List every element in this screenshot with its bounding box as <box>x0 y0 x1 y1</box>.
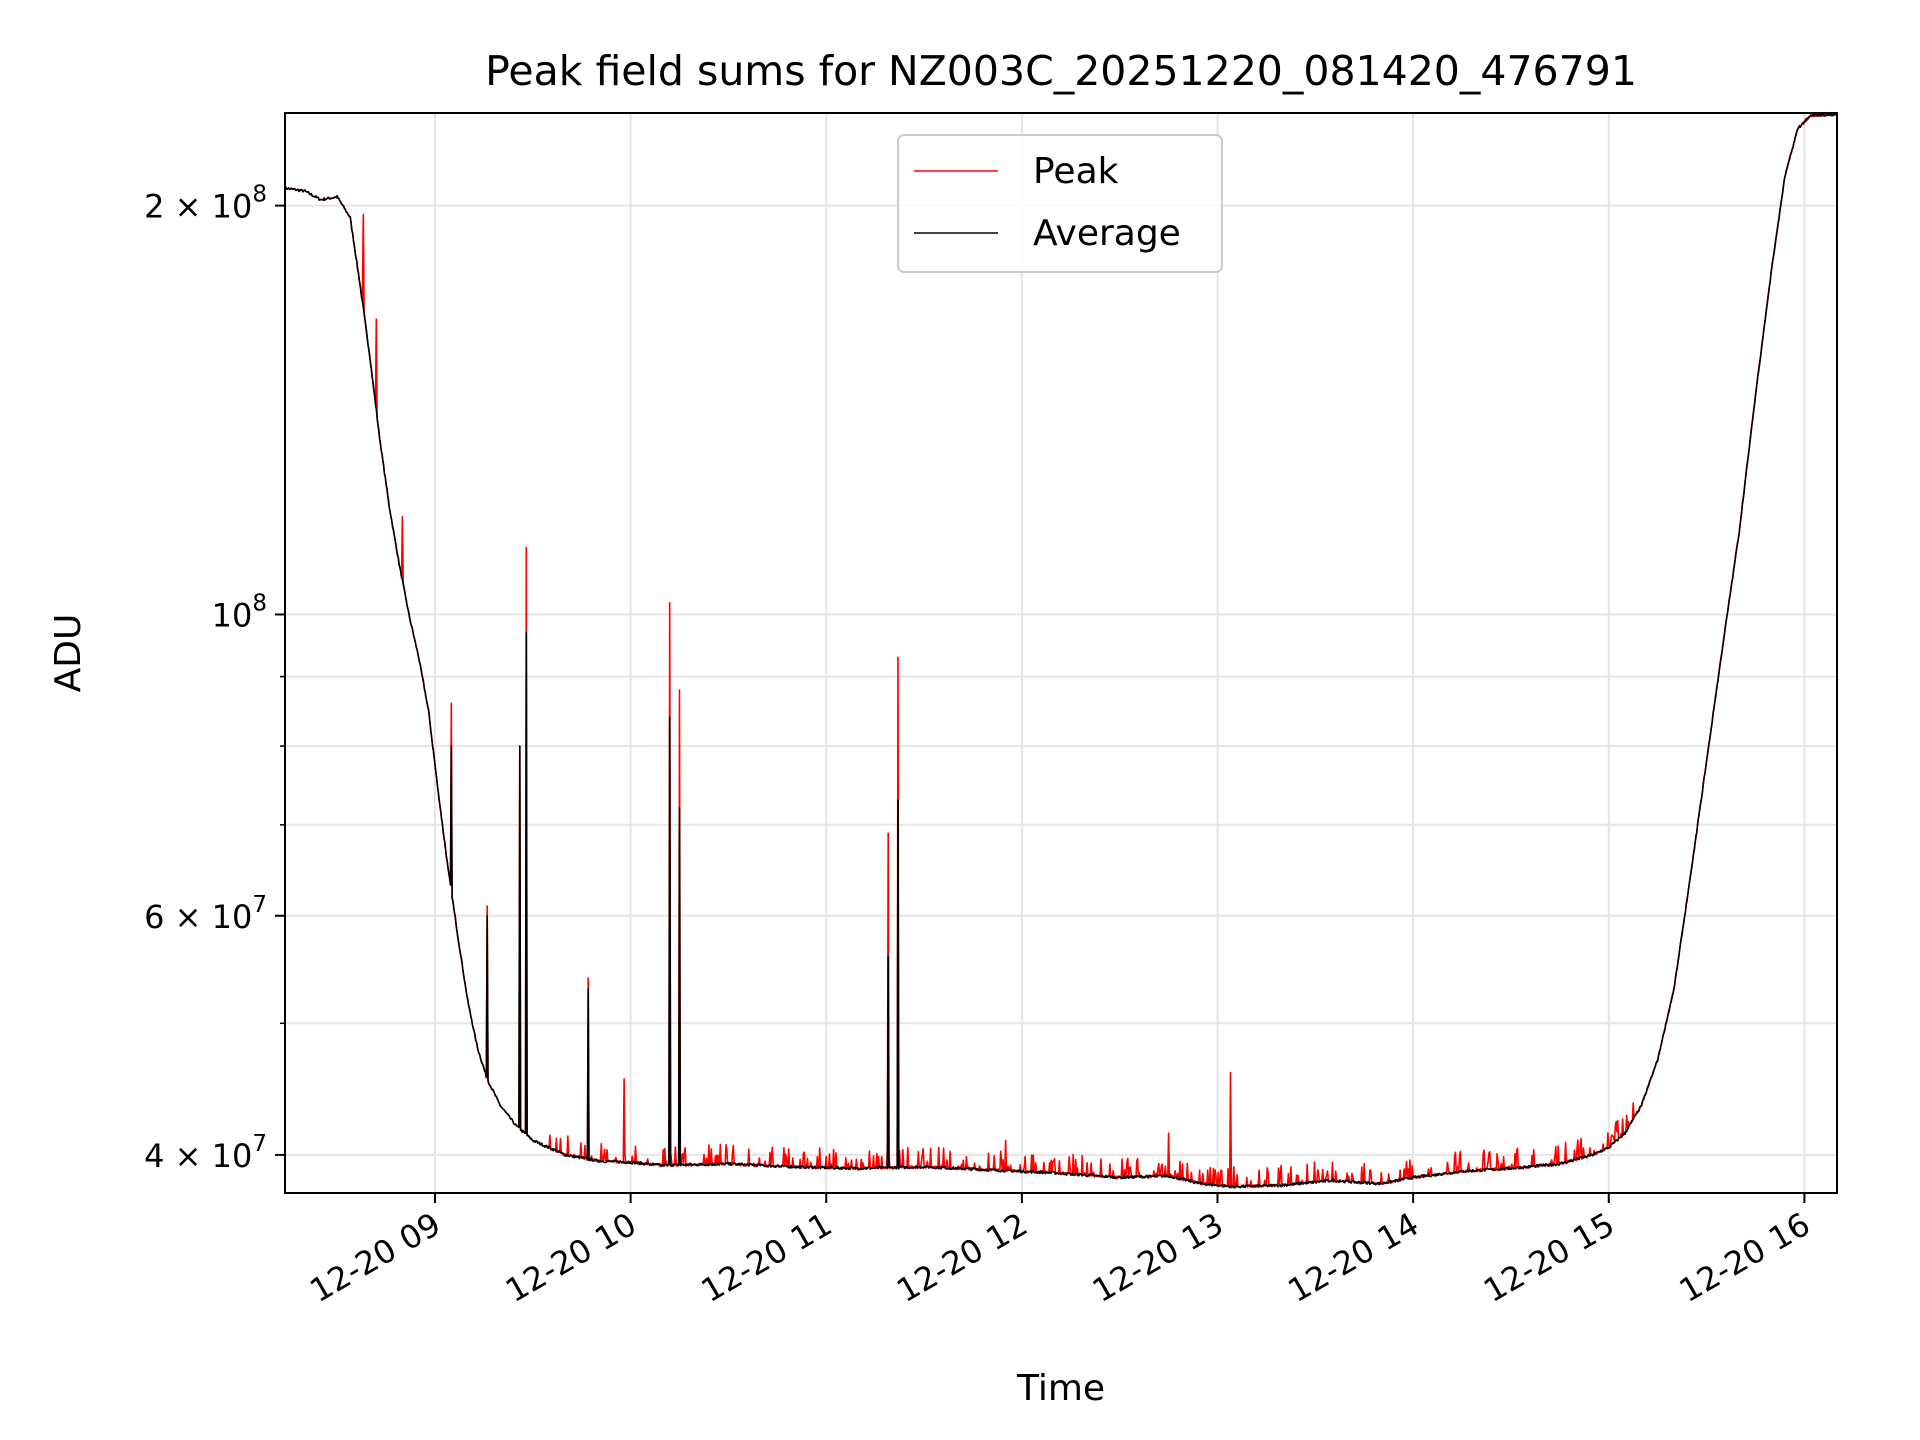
y-tick-label: 2 × 108 <box>144 182 267 226</box>
legend-label-average: Average <box>1033 213 1181 254</box>
y-tick-label-exponent: 7 <box>252 892 267 918</box>
grid <box>285 113 1837 1193</box>
legend-label-peak: Peak <box>1033 151 1119 192</box>
legend: Peak Average <box>897 134 1223 273</box>
y-tick-label-exponent: 8 <box>252 590 267 616</box>
y-axis-label: ADU <box>48 614 89 693</box>
y-tick-label: 4 × 107 <box>144 1131 267 1175</box>
legend-box <box>897 134 1223 273</box>
y-tick-label-exponent: 7 <box>252 1131 267 1157</box>
y-tick-label-base: 2 × 10 <box>144 188 252 226</box>
y-tick-label: 6 × 107 <box>144 892 267 936</box>
x-axis-label: Time <box>1016 1368 1105 1409</box>
y-tick-label-base: 10 <box>212 596 253 634</box>
chart-title: Peak field sums for NZ003C_20251220_0814… <box>485 47 1637 95</box>
y-tick-label-base: 4 × 10 <box>144 1137 252 1175</box>
series-line-average <box>285 113 1837 1189</box>
y-tick-label-exponent: 8 <box>252 182 267 208</box>
y-tick-label-base: 6 × 10 <box>144 898 252 936</box>
series-layer <box>285 113 1837 1189</box>
y-tick-label: 108 <box>212 590 267 634</box>
plot-frame <box>284 112 1838 1194</box>
